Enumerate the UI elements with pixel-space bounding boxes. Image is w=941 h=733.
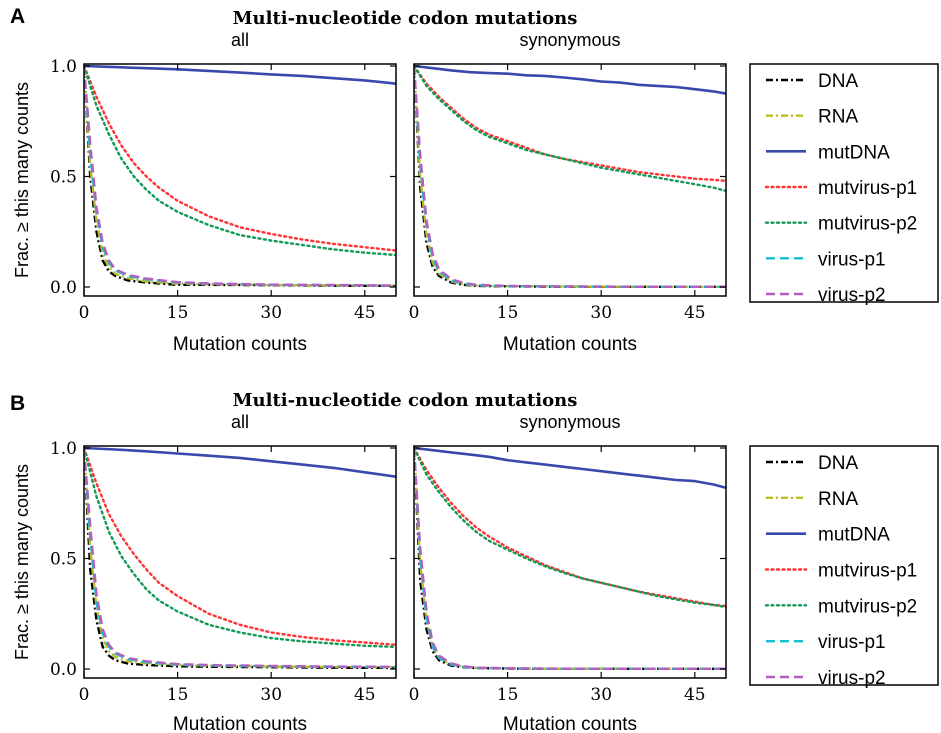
series-group <box>414 446 726 670</box>
y-axis-label: Frac. ≥ this many counts <box>12 82 32 278</box>
series-group <box>414 64 726 288</box>
x-tick-label: 0 <box>79 303 90 323</box>
x-tick-label: 30 <box>590 685 612 705</box>
legend-label: RNA <box>818 107 858 128</box>
y-tick-label: 0.5 <box>50 550 77 570</box>
x-axis-label: Mutation counts <box>503 714 637 733</box>
legend-label: virus-p1 <box>818 632 886 653</box>
series-line-DNA <box>84 65 396 288</box>
series-group <box>84 64 396 288</box>
subplot-all: all 0 15 30 45 0.0 0.5 1.0 Mutation counts <box>50 30 397 355</box>
subplot-all: all 0 15 30 45 0.0 0.5 1.0 Mutation counts <box>50 412 397 733</box>
series-line-mutvirus-p1 <box>414 446 726 608</box>
panel-title: Multi-nucleotide codon mutations <box>233 390 578 411</box>
series-line-mutDNA <box>414 446 726 490</box>
axes-frame <box>83 63 397 297</box>
y-tick-label: 1.0 <box>50 439 77 459</box>
y-tick-label: 0.0 <box>50 278 77 298</box>
legend-a: DNA RNA mutDNA mutvirus-p1 mutvirus-p2 virus-… <box>749 63 939 306</box>
legend-label: mutDNA <box>818 525 890 546</box>
series-line-RNA <box>84 447 396 669</box>
panel-letter: B <box>10 392 25 415</box>
legend-label: mutDNA <box>818 142 890 163</box>
y-axis-label: Frac. ≥ this many counts <box>12 464 32 660</box>
series-line-RNA <box>84 65 396 287</box>
x-axis-label: Mutation counts <box>173 334 307 355</box>
legend-label: virus-p1 <box>818 249 886 270</box>
series-line-virus-p1 <box>84 447 396 669</box>
x-tick-label: 15 <box>497 685 519 705</box>
legend-label: virus-p2 <box>818 668 886 689</box>
x-tick-label: 15 <box>497 303 519 323</box>
panel-letter: A <box>10 5 25 28</box>
series-line-virus-p2 <box>84 447 396 668</box>
x-tick-label: 45 <box>684 303 706 323</box>
subplot-title: all <box>231 412 249 432</box>
y-tick-label: 0.0 <box>50 660 77 680</box>
series-line-mutDNA <box>84 64 396 85</box>
series-line-mutDNA <box>84 446 396 478</box>
x-axis-label: Mutation counts <box>503 334 637 355</box>
x-tick-label: 0 <box>79 685 90 705</box>
legend-frame <box>749 63 939 303</box>
legends-layer: DNA RNA mutDNA mutvirus-p1 mutvirus-p2 virus-… <box>749 63 939 689</box>
legend-label: virus-p2 <box>818 285 886 306</box>
subplot-title: synonymous <box>519 412 620 432</box>
series-line-mutvirus-p2 <box>84 64 396 257</box>
panel-b: B Multi-nucleotide codon mutations Frac. ≥… <box>10 390 727 733</box>
subplot-title: all <box>231 30 249 50</box>
legend-label: mutvirus-p1 <box>818 178 917 199</box>
axes-frame <box>413 63 727 297</box>
series-line-mutvirus-p2 <box>414 446 726 609</box>
subplot-synonymous: synonymous 0 15 30 45 Mutation counts <box>409 30 727 355</box>
series-line-virus-p1 <box>84 65 396 287</box>
series-line-mutDNA <box>414 64 726 95</box>
x-tick-label: 30 <box>260 303 282 323</box>
subplot-synonymous: synonymous 0 15 30 45 Mutation counts <box>409 412 727 733</box>
legend-label: DNA <box>818 71 858 92</box>
x-tick-label: 15 <box>167 303 189 323</box>
series-line-RNA <box>414 447 726 670</box>
x-tick-label: 45 <box>684 685 706 705</box>
x-tick-label: 30 <box>590 303 612 323</box>
series-line-virus-p2 <box>414 65 726 288</box>
series-line-mutvirus-p1 <box>84 446 396 646</box>
x-tick-label: 30 <box>260 685 282 705</box>
axes-frame <box>83 445 397 679</box>
y-tick-label: 1.0 <box>50 57 77 77</box>
series-line-mutvirus-p1 <box>414 64 726 183</box>
series-group <box>84 446 396 670</box>
series-line-mutvirus-p2 <box>84 446 396 649</box>
x-tick-label: 45 <box>354 685 376 705</box>
legend-label: RNA <box>818 489 858 510</box>
legend-label: mutvirus-p2 <box>818 596 917 617</box>
legend-label: mutvirus-p1 <box>818 561 917 582</box>
series-line-virus-p2 <box>84 65 396 287</box>
panel-title: Multi-nucleotide codon mutations <box>233 8 578 29</box>
legend-frame <box>749 445 939 686</box>
x-axis-label: Mutation counts <box>173 714 307 733</box>
subplot-title: synonymous <box>519 30 620 50</box>
x-tick-label: 15 <box>167 685 189 705</box>
series-line-mutvirus-p1 <box>84 64 396 252</box>
axes-frame <box>413 445 727 679</box>
series-line-virus-p1 <box>414 447 726 670</box>
legend-b: DNA RNA mutDNA mutvirus-p1 mutvirus-p2 virus-… <box>749 445 939 689</box>
panels-layer: A Multi-nucleotide codon mutations Frac. ≥… <box>10 5 727 733</box>
x-tick-label: 0 <box>409 685 420 705</box>
series-line-DNA <box>84 447 396 670</box>
y-tick-label: 0.5 <box>50 168 77 188</box>
legend-label: mutvirus-p2 <box>818 214 917 235</box>
panel-a: A Multi-nucleotide codon mutations Frac. ≥… <box>10 5 727 355</box>
series-line-mutvirus-p2 <box>414 64 726 193</box>
x-tick-label: 45 <box>354 303 376 323</box>
legend-label: DNA <box>818 453 858 474</box>
x-tick-label: 0 <box>409 303 420 323</box>
